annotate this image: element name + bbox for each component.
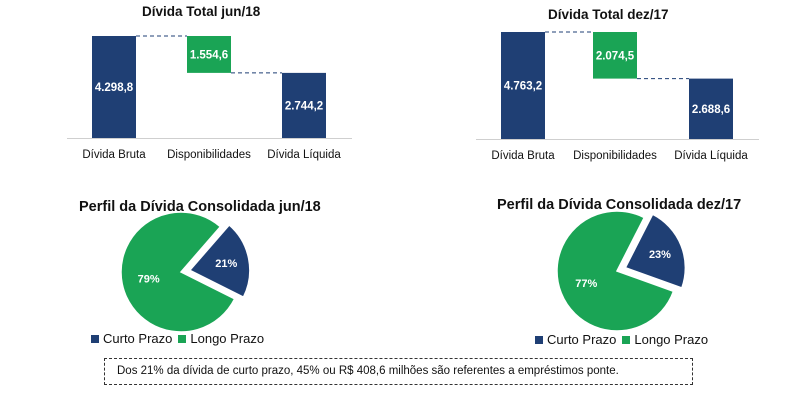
- pie-chart-dez17: Perfil da Dívida Consolidada dez/17 23% 7…: [497, 197, 742, 347]
- data-label: 2.688,6: [692, 104, 730, 116]
- legend-swatch: [91, 334, 99, 343]
- category-label: Disponibilidades: [573, 150, 657, 162]
- slice-label: 79%: [138, 273, 160, 285]
- legend-swatch: [178, 334, 187, 343]
- waterfall-bar: [689, 78, 733, 139]
- waterfall-bar: [187, 36, 231, 73]
- category-label: Dívida Bruta: [82, 149, 146, 161]
- category-label: Dívida Líquida: [674, 150, 748, 162]
- pie-slice: [624, 213, 687, 289]
- waterfall-bar: [593, 32, 637, 79]
- slice-label: 77%: [575, 278, 597, 290]
- legend-label: Longo Prazo: [634, 332, 709, 347]
- legend-label: Longo Prazo: [190, 331, 265, 346]
- legend-label: Curto Prazo: [103, 331, 173, 346]
- waterfall-chart-dez17: Dívida Total dez/17 4.763,2 Dívida Bruta 2…: [0, 0, 795, 180]
- pie-plot: 23% 77%: [556, 210, 687, 332]
- waterfall-chart-jun18: Dívida Total jun/18 4.298,8 Dívida Bruta 1…: [0, 0, 400, 180]
- waterfall-plot: 4.763,2 Dívida Bruta 2.074,5 Disponibilidad…: [476, 31, 759, 162]
- waterfall-bar: [501, 32, 545, 139]
- pie-plot: 21% 79%: [120, 211, 251, 333]
- slice-label: 23%: [649, 249, 671, 261]
- category-label: Dívida Líquida: [267, 149, 341, 161]
- pie-slice: [556, 210, 675, 332]
- data-label: 4.298,8: [95, 82, 134, 94]
- pie-chart-jun18: Perfil da Dívida Consolidada jun/18 21% 7…: [0, 0, 400, 360]
- data-label: 4.763,2: [504, 81, 542, 93]
- data-label: 2.074,5: [596, 50, 635, 62]
- legend-swatch: [535, 335, 543, 344]
- legend-label: Curto Prazo: [547, 332, 617, 347]
- legend-item: Longo Prazo: [622, 332, 708, 347]
- slice-label: 21%: [215, 258, 237, 270]
- waterfall-bar: [282, 72, 326, 138]
- legend-swatch: [622, 335, 631, 344]
- pie-slice: [120, 211, 236, 333]
- footnote: Dos 21% da dívida de curto prazo, 45% ou…: [104, 358, 693, 385]
- chart-title: Perfil da Dívida Consolidada jun/18: [79, 199, 321, 215]
- legend: Curto Prazo Longo Prazo: [535, 332, 714, 347]
- category-label: Disponibilidades: [167, 149, 251, 161]
- waterfall-bar: [92, 36, 136, 138]
- waterfall-plot: 4.298,8 Dívida Bruta 1.554,6 Disponibilidad…: [67, 35, 352, 161]
- data-label: 1.554,6: [190, 49, 228, 61]
- legend: Curto Prazo Longo Prazo: [91, 331, 270, 346]
- data-label: 2.744,2: [285, 100, 323, 112]
- legend-item: Longo Prazo: [178, 331, 264, 346]
- category-label: Dívida Bruta: [491, 150, 555, 162]
- legend-item: Curto Prazo: [91, 331, 172, 346]
- chart-title: Perfil da Dívida Consolidada dez/17: [497, 197, 742, 213]
- chart-title: Dívida Total dez/17: [548, 7, 669, 22]
- chart-title: Dívida Total jun/18: [142, 4, 261, 19]
- legend-item: Curto Prazo: [535, 332, 616, 347]
- pie-slice: [188, 223, 251, 299]
